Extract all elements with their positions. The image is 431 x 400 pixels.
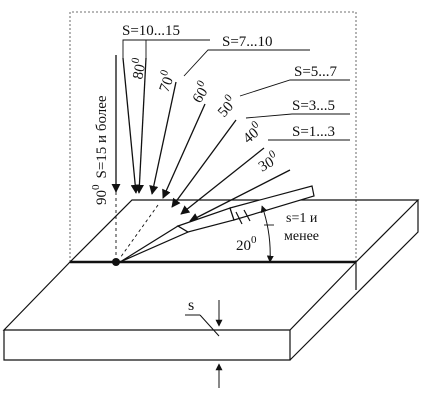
degree-mark-60: 0 (194, 78, 207, 89)
electrode-ring-2 (243, 209, 251, 222)
arrow-30 (189, 169, 291, 222)
arrow-50 (171, 119, 237, 208)
plate-side-face (289, 200, 419, 361)
svg-text:900S=15 и более: 900 S=15 и более (90, 95, 110, 205)
electrode-holder-rod (229, 185, 315, 221)
plate-front-face (3, 330, 291, 361)
arrow-70-extension (119, 204, 159, 259)
leader-s7-10 (183, 49, 310, 77)
svg-text:700: 700 (153, 68, 179, 95)
dashed-frame (69, 11, 357, 262)
label-40-group: 400 (238, 118, 267, 147)
leader-s3-5 (245, 113, 350, 119)
plate-front-top-edge (2, 261, 357, 331)
degree-mark-20: 0 (251, 234, 257, 246)
label-60-group: 600 (186, 78, 214, 106)
arrow-80-a (122, 57, 140, 194)
electrode-arc-cone (119, 225, 190, 263)
angle-50-value: 50 (215, 99, 237, 121)
degree-mark-90: 0 (90, 184, 102, 190)
range-leaders (122, 39, 350, 141)
electrode-coating (176, 207, 235, 233)
arrow-70 (149, 81, 177, 195)
label-thickness: s (188, 297, 194, 314)
label-80-group: 800 (126, 56, 150, 81)
label-s3-5: S=3...5 (292, 98, 335, 114)
angle-20-value: 20 (236, 238, 251, 254)
label-70-group: 700 (153, 68, 179, 95)
svg-text:400: 400 (238, 118, 267, 147)
label-50-group: 500 (212, 92, 241, 121)
label-s15-more: S=15 и более (94, 95, 110, 178)
angle-30-value: 30 (256, 154, 277, 175)
angle-60-value: 60 (190, 85, 212, 106)
electrode-ring-1 (235, 211, 243, 225)
label-s7-10: S=7...10 (222, 34, 273, 50)
svg-text:500: 500 (212, 92, 241, 121)
angle-arrows (111, 55, 291, 222)
label-s10-15: S=10...15 (122, 23, 180, 39)
thickness-leader (199, 314, 220, 337)
arrow-60 (162, 103, 206, 199)
degree-mark-80: 0 (129, 56, 142, 64)
label-90-group: 900 S=15 и более (90, 95, 110, 205)
svg-text:200: 200 (236, 234, 257, 254)
angle-90-value: 90 (94, 190, 110, 205)
angle-20-arc (260, 205, 274, 263)
label-s1-3: S=1...3 (292, 124, 335, 140)
degree-mark-30: 0 (267, 148, 278, 161)
angle-70-value: 70 (157, 75, 177, 95)
leader-s5-7 (239, 79, 350, 97)
arrow-40 (180, 147, 265, 215)
weld-point (112, 258, 120, 266)
bracket-s10-15 (122, 39, 147, 58)
label-30-group: 300 (254, 148, 282, 176)
electrode (119, 185, 315, 263)
angle-80-value: 80 (130, 63, 149, 81)
label-s5-7: S=5...7 (294, 64, 338, 80)
label-s1-less-line2: менее (284, 229, 319, 244)
arrow-80-b (134, 57, 147, 194)
label-s1-less-line1: s=1 и (286, 211, 318, 226)
svg-text:600: 600 (186, 78, 214, 106)
degree-mark-70: 0 (158, 68, 171, 78)
svg-text:300: 300 (254, 148, 282, 176)
svg-text:800: 800 (126, 56, 150, 81)
thickness-dimension (185, 300, 223, 388)
